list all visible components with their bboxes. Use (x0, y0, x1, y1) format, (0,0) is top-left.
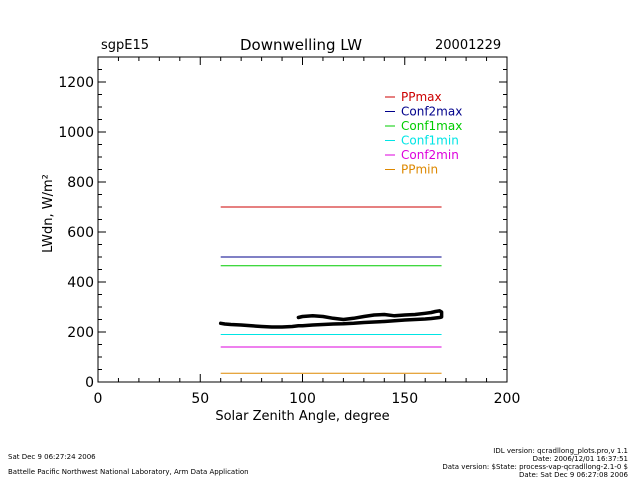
limit-lines (220, 206, 442, 374)
y-axis-label: LWdn, W/m² (41, 174, 56, 253)
footer-data-version: Data version: $State: process-vap-qcradl… (442, 463, 628, 471)
axis-labels: 0 50 100 150 200 0 200 400 600 800 1000 1200 Solar Z… (41, 75, 520, 424)
footer-timestamp: Sat Dec 9 06:27:24 2006 (8, 453, 96, 461)
footer-code-date: Date: 2006/12/01 16:37:51 (532, 455, 628, 463)
y-tick-label: 800 (67, 175, 94, 191)
legend-label: PPmin (401, 163, 438, 177)
legend-label: Conf1max (401, 119, 462, 133)
x-axis-label: Solar Zenith Angle, degree (215, 409, 389, 424)
legend: PPmaxConf2maxConf1maxConf1minConf2minPPm… (385, 90, 462, 177)
date-label: 20001229 (435, 38, 502, 53)
x-tick-label: 0 (94, 391, 103, 407)
y-tick-label: 200 (67, 325, 94, 341)
x-tick-label: 50 (191, 391, 209, 407)
x-tick-label: 100 (289, 391, 316, 407)
x-tick-label: 150 (391, 391, 418, 407)
legend-label: Conf2max (401, 105, 462, 119)
series-line (218, 309, 444, 329)
y-tick-label: 0 (85, 375, 94, 391)
legend-label: Conf2min (401, 148, 459, 162)
x-tick-label: 200 (494, 391, 521, 407)
site-label: sgpE15 (101, 38, 150, 53)
legend-label: Conf1min (401, 134, 459, 148)
y-tick-label: 600 (67, 225, 94, 241)
footer-idl-version: IDL version: qcradllong_plots.pro,v 1.1 (493, 447, 628, 455)
footer-data-date: Date: Sat Dec 9 06:27:08 2006 (519, 471, 628, 479)
y-tick-label: 400 (67, 275, 94, 291)
chart-title: Downwelling LW (240, 36, 363, 54)
y-tick-label: 1000 (58, 125, 94, 141)
axes (97, 56, 508, 383)
footer-organization: Battelle Pacific Northwest National Labo… (8, 468, 249, 476)
data-series (218, 309, 444, 329)
legend-label: PPmax (401, 90, 442, 104)
y-tick-label: 1200 (58, 75, 94, 91)
